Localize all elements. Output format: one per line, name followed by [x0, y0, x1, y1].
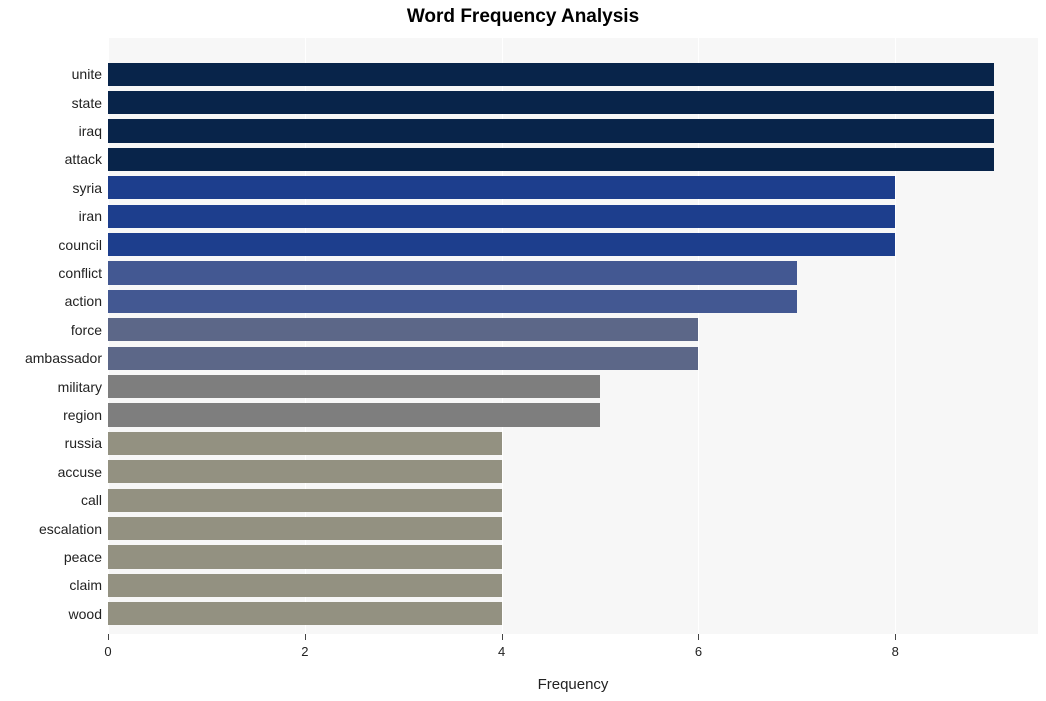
y-tick-label: action — [65, 293, 102, 309]
y-tick-label: russia — [65, 435, 102, 451]
x-tick-mark — [698, 634, 699, 640]
y-tick-label: region — [63, 407, 102, 423]
y-tick-label: iran — [79, 208, 102, 224]
y-tick-label: peace — [64, 549, 102, 565]
bar — [108, 205, 895, 228]
bar — [108, 318, 698, 341]
x-tick-label: 4 — [498, 644, 505, 659]
y-tick-label: state — [72, 95, 102, 111]
x-tick-label: 8 — [892, 644, 899, 659]
bar — [108, 91, 994, 114]
x-tick-mark — [895, 634, 896, 640]
y-tick-label: ambassador — [25, 350, 102, 366]
bar — [108, 517, 502, 540]
y-tick-label: military — [58, 379, 102, 395]
y-tick-label: call — [81, 492, 102, 508]
y-tick-label: escalation — [39, 521, 102, 537]
y-tick-label: council — [58, 237, 102, 253]
bar — [108, 489, 502, 512]
x-tick-mark — [502, 634, 503, 640]
chart-container: Word Frequency Analysis Frequency 0 2 4 6 8 u… — [0, 0, 1046, 701]
bar — [108, 545, 502, 568]
bar — [108, 403, 600, 426]
x-axis-title: Frequency — [538, 676, 609, 693]
bar — [108, 347, 698, 370]
x-tick-mark — [305, 634, 306, 640]
bar — [108, 176, 895, 199]
y-tick-label: conflict — [58, 265, 102, 281]
x-tick-label: 2 — [301, 644, 308, 659]
bar — [108, 119, 994, 142]
x-tick-label: 0 — [104, 644, 111, 659]
bar — [108, 63, 994, 86]
y-tick-label: attack — [65, 151, 102, 167]
bar — [108, 460, 502, 483]
y-tick-label: accuse — [58, 464, 102, 480]
bar — [108, 233, 895, 256]
chart-title: Word Frequency Analysis — [0, 6, 1046, 28]
y-tick-label: wood — [69, 606, 102, 622]
x-tick-mark — [108, 634, 109, 640]
y-tick-label: iraq — [79, 123, 102, 139]
y-tick-label: syria — [72, 180, 102, 196]
bar — [108, 432, 502, 455]
y-tick-label: claim — [69, 577, 102, 593]
bar — [108, 290, 797, 313]
y-tick-label: force — [71, 322, 102, 338]
y-tick-label: unite — [72, 66, 102, 82]
bar — [108, 375, 600, 398]
bar — [108, 261, 797, 284]
bar — [108, 602, 502, 625]
bar — [108, 574, 502, 597]
bar — [108, 148, 994, 171]
x-tick-label: 6 — [695, 644, 702, 659]
